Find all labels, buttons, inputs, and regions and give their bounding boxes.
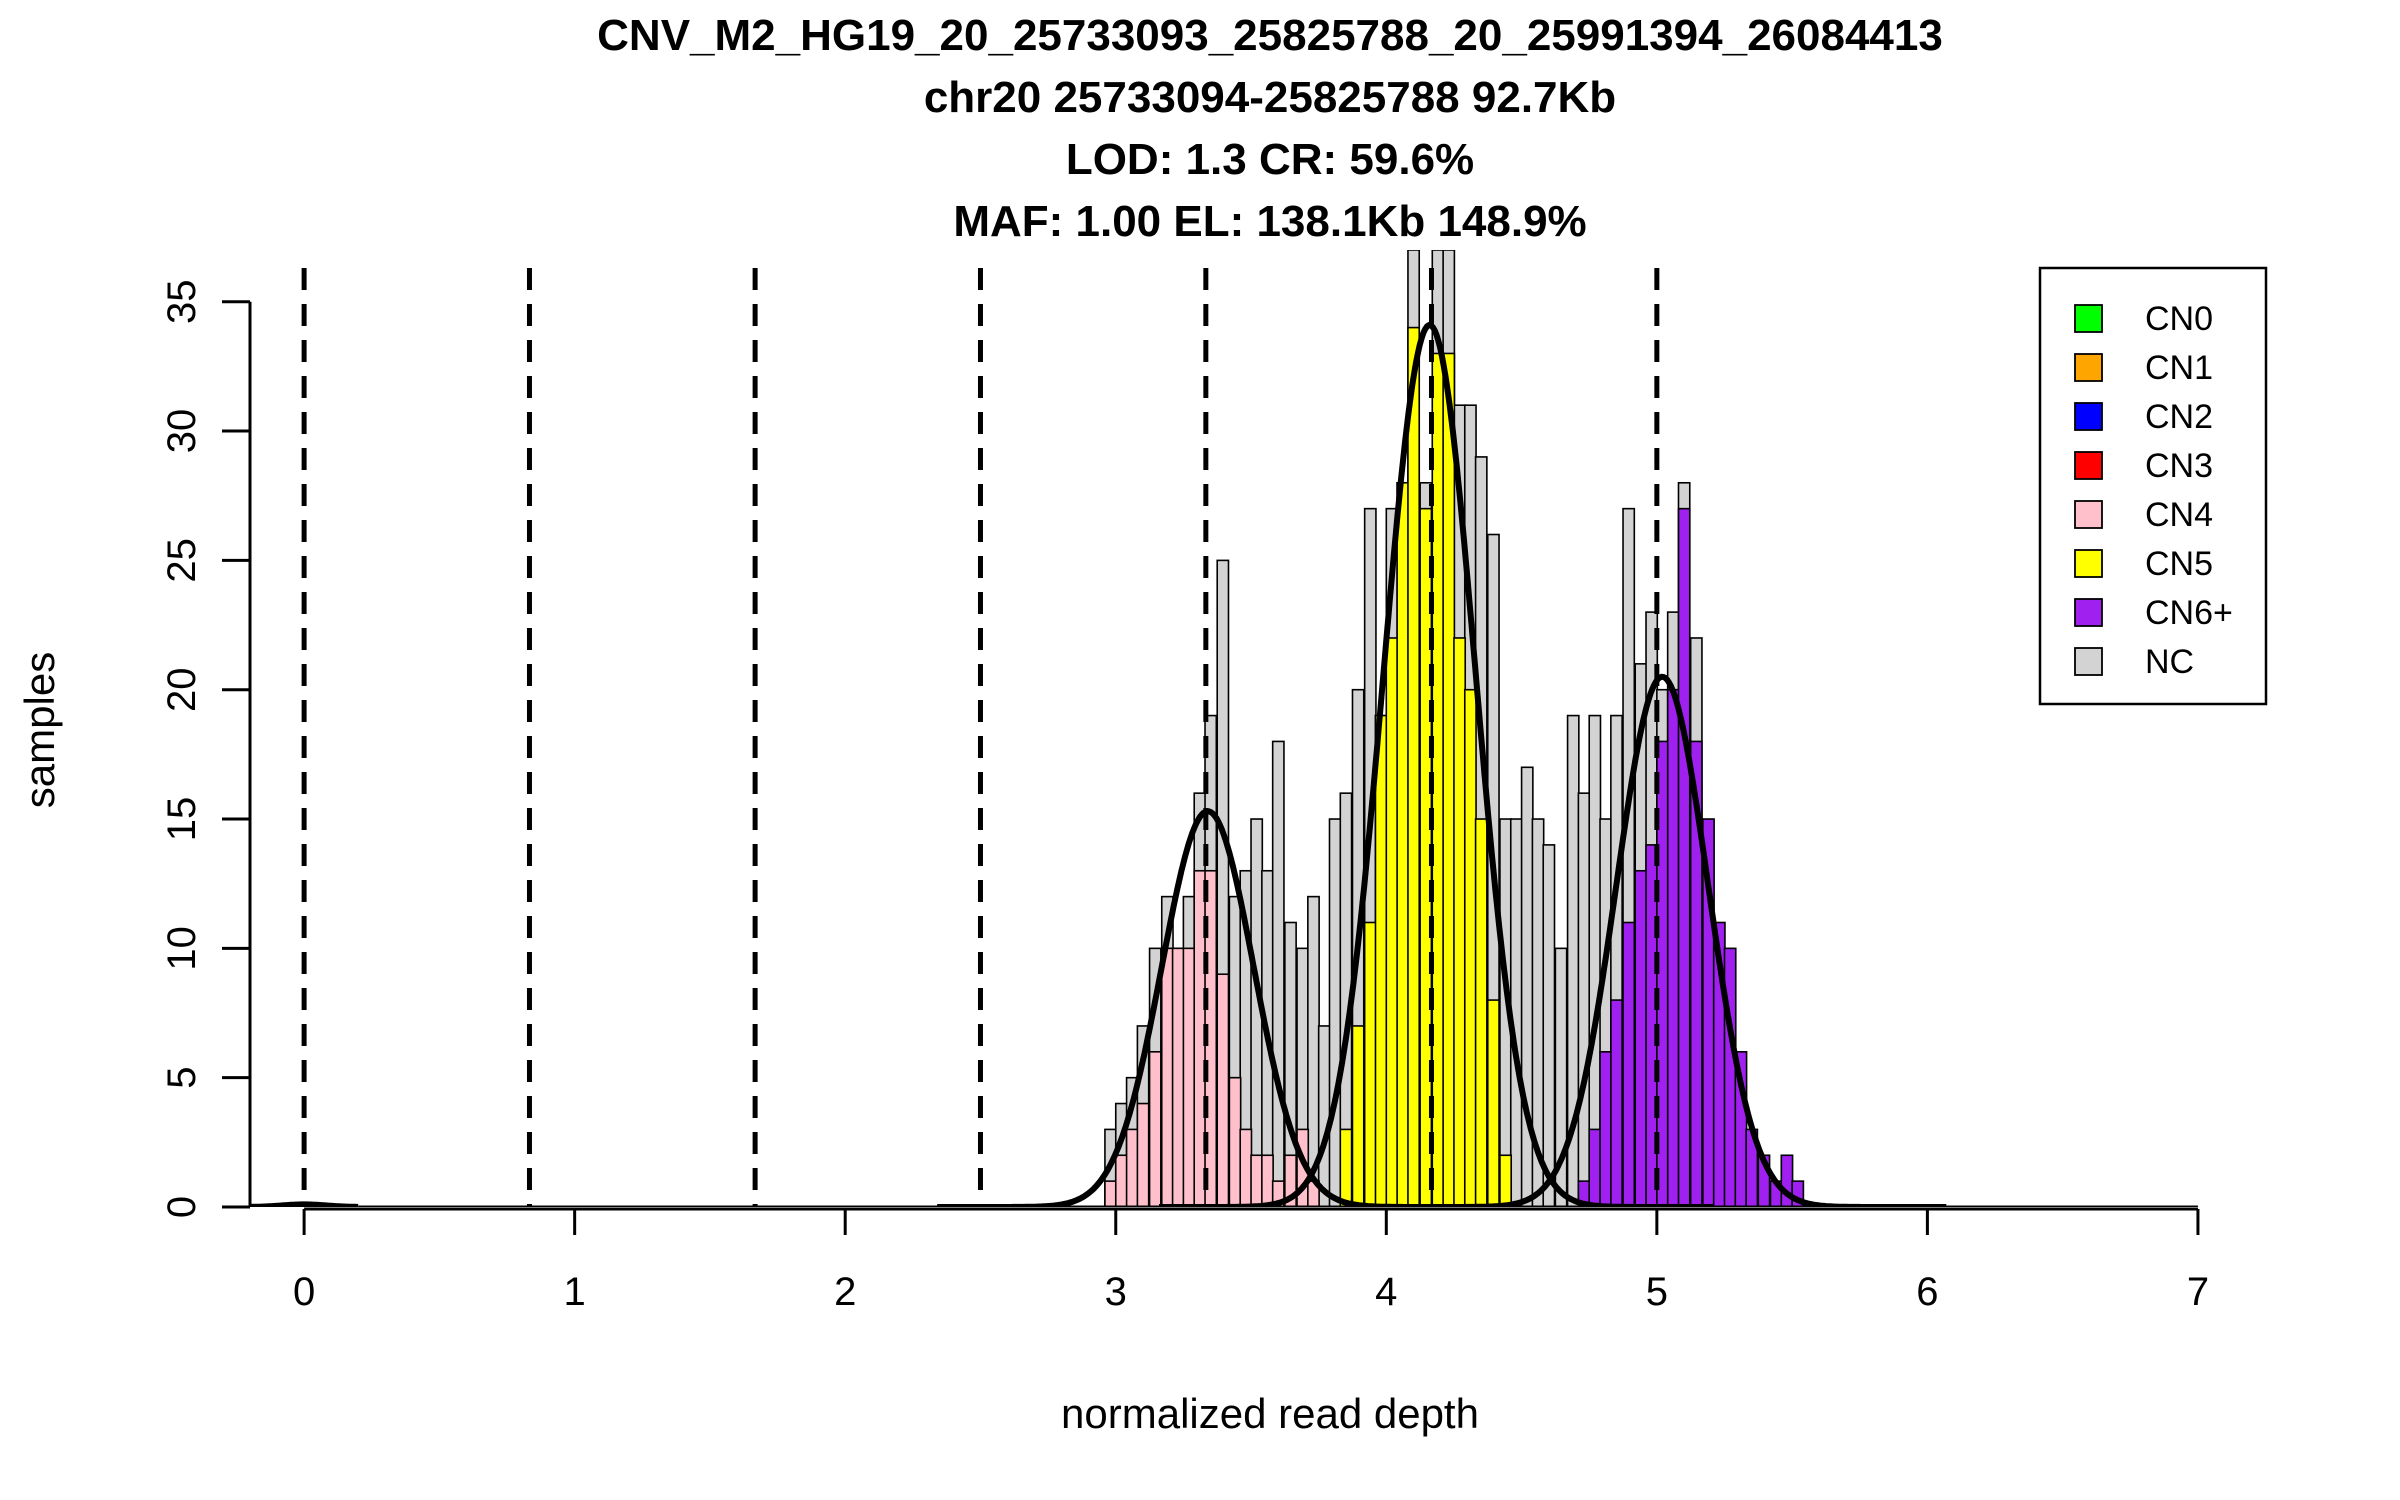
bar-cn5 (1339, 1128, 1353, 1207)
bar-cn6plus (1599, 1051, 1613, 1207)
legend-swatch (2074, 500, 2103, 529)
bar-cn4 (1160, 947, 1174, 1207)
legend-swatch (2074, 402, 2103, 431)
bar-cn6plus (1634, 869, 1648, 1207)
bar-nc (1610, 714, 1623, 1207)
legend-swatch (2074, 353, 2103, 382)
bar-cn6plus (1677, 507, 1691, 1207)
axes: 0 1 2 3 4 5 6 7 0 5 10 15 20 25 30 35 (160, 279, 2209, 1314)
y-tick-label: 10 (160, 926, 204, 971)
legend-box (2038, 266, 2268, 706)
density-curves (250, 322, 2198, 1207)
x-tick-label: 5 (1646, 1270, 1668, 1314)
bar-cn5 (1385, 637, 1399, 1207)
legend-label: CN1 (2145, 349, 2213, 387)
legend-swatch (2074, 451, 2103, 480)
x-tick-label: 4 (1375, 1270, 1397, 1314)
bar-nc (1328, 818, 1342, 1207)
bar-cn5 (1396, 481, 1410, 1207)
bar-cn5 (1453, 637, 1467, 1207)
legend-label: NC (2145, 643, 2194, 681)
legend-label: CN4 (2145, 496, 2213, 534)
bar-cn6plus (1666, 688, 1680, 1207)
bar-cn6plus (1610, 999, 1623, 1207)
x-tick-label: 2 (834, 1270, 856, 1314)
x-tick-label: 6 (1916, 1270, 1938, 1314)
bar-nc (1577, 792, 1591, 1207)
legend-label: CN5 (2145, 545, 2213, 583)
bar-cn4 (1125, 1128, 1139, 1207)
legend-label: CN2 (2145, 398, 2213, 436)
legend-swatch (2074, 304, 2103, 333)
copy-number-reference-lines (301, 268, 1660, 1207)
bar-cn4 (1250, 1154, 1264, 1207)
bar-nc (1542, 844, 1556, 1207)
x-tick-label: 7 (2187, 1270, 2209, 1314)
bar-cn4 (1261, 1154, 1274, 1207)
bar-cn5 (1486, 999, 1500, 1207)
x-tick-label: 1 (564, 1270, 586, 1314)
legend-swatch (2074, 647, 2103, 676)
bar-cn5 (1442, 352, 1456, 1207)
bar-cn4 (1271, 1180, 1285, 1207)
legend-swatch (2074, 598, 2103, 627)
y-tick-label: 20 (160, 667, 204, 712)
bar-cn5 (1363, 921, 1377, 1207)
bar-nc (1271, 740, 1285, 1207)
y-tick-label: 25 (160, 538, 204, 583)
bar-cn6plus (1622, 921, 1636, 1207)
x-axis-label: normalized read depth (1061, 1390, 1479, 1437)
y-tick-label: 30 (160, 409, 204, 454)
bar-cn4 (1148, 1051, 1162, 1207)
legend: CN0 CN1 CN2 CN3 CN4 CN5 CN6+ NC (2038, 266, 2268, 706)
y-tick-label: 15 (160, 797, 204, 842)
bar-cn6plus (1588, 1128, 1602, 1207)
bar-cn5 (1374, 714, 1388, 1207)
y-tick-label: 5 (160, 1067, 204, 1089)
title-line-4: MAF: 1.00 EL: 138.1Kb 148.9% (953, 197, 1586, 246)
chart-title: CNV_M2_HG19_20_25733093_25825788_20_2599… (597, 11, 1943, 246)
bar-cn4 (1228, 1076, 1242, 1207)
legend-label: CN0 (2145, 300, 2213, 338)
title-line-2: chr20 25733094-25825788 92.7Kb (924, 73, 1616, 122)
legend-label: CN6+ (2145, 594, 2233, 632)
bar-cn4 (1284, 1154, 1297, 1207)
bar-cn4 (1239, 1128, 1253, 1207)
bar-cn5 (1463, 688, 1477, 1207)
bar-cn4 (1216, 973, 1230, 1207)
bar-nc (1216, 559, 1230, 1207)
histogram-bars (1104, 250, 1805, 1207)
bar-cn4 (1104, 1180, 1118, 1207)
title-line-3: LOD: 1.3 CR: 59.6% (1066, 135, 1474, 184)
title-line-1: CNV_M2_HG19_20_25733093_25825788_20_2599… (597, 11, 1943, 60)
legend-swatch (2074, 549, 2103, 578)
y-axis-label: samples (16, 652, 63, 808)
bar-nc (1284, 921, 1297, 1207)
density-curve (250, 1201, 359, 1207)
bar-cn4 (1182, 947, 1196, 1207)
bar-cn4 (1114, 1154, 1128, 1207)
x-tick-label: 3 (1105, 1270, 1127, 1314)
bar-cn4 (1136, 1102, 1150, 1207)
bar-cn6plus (1689, 740, 1703, 1207)
y-tick-label: 0 (160, 1196, 204, 1218)
bar-cn5 (1351, 1025, 1365, 1207)
bar-cn5 (1474, 818, 1488, 1207)
bar-cn5 (1407, 326, 1421, 1207)
legend-label: CN3 (2145, 447, 2213, 485)
x-tick-label: 0 (293, 1270, 315, 1314)
bar-cn5 (1499, 1154, 1513, 1207)
bar-cn4 (1171, 947, 1185, 1207)
bar-nc (1317, 1025, 1331, 1207)
y-tick-label: 35 (160, 279, 204, 324)
